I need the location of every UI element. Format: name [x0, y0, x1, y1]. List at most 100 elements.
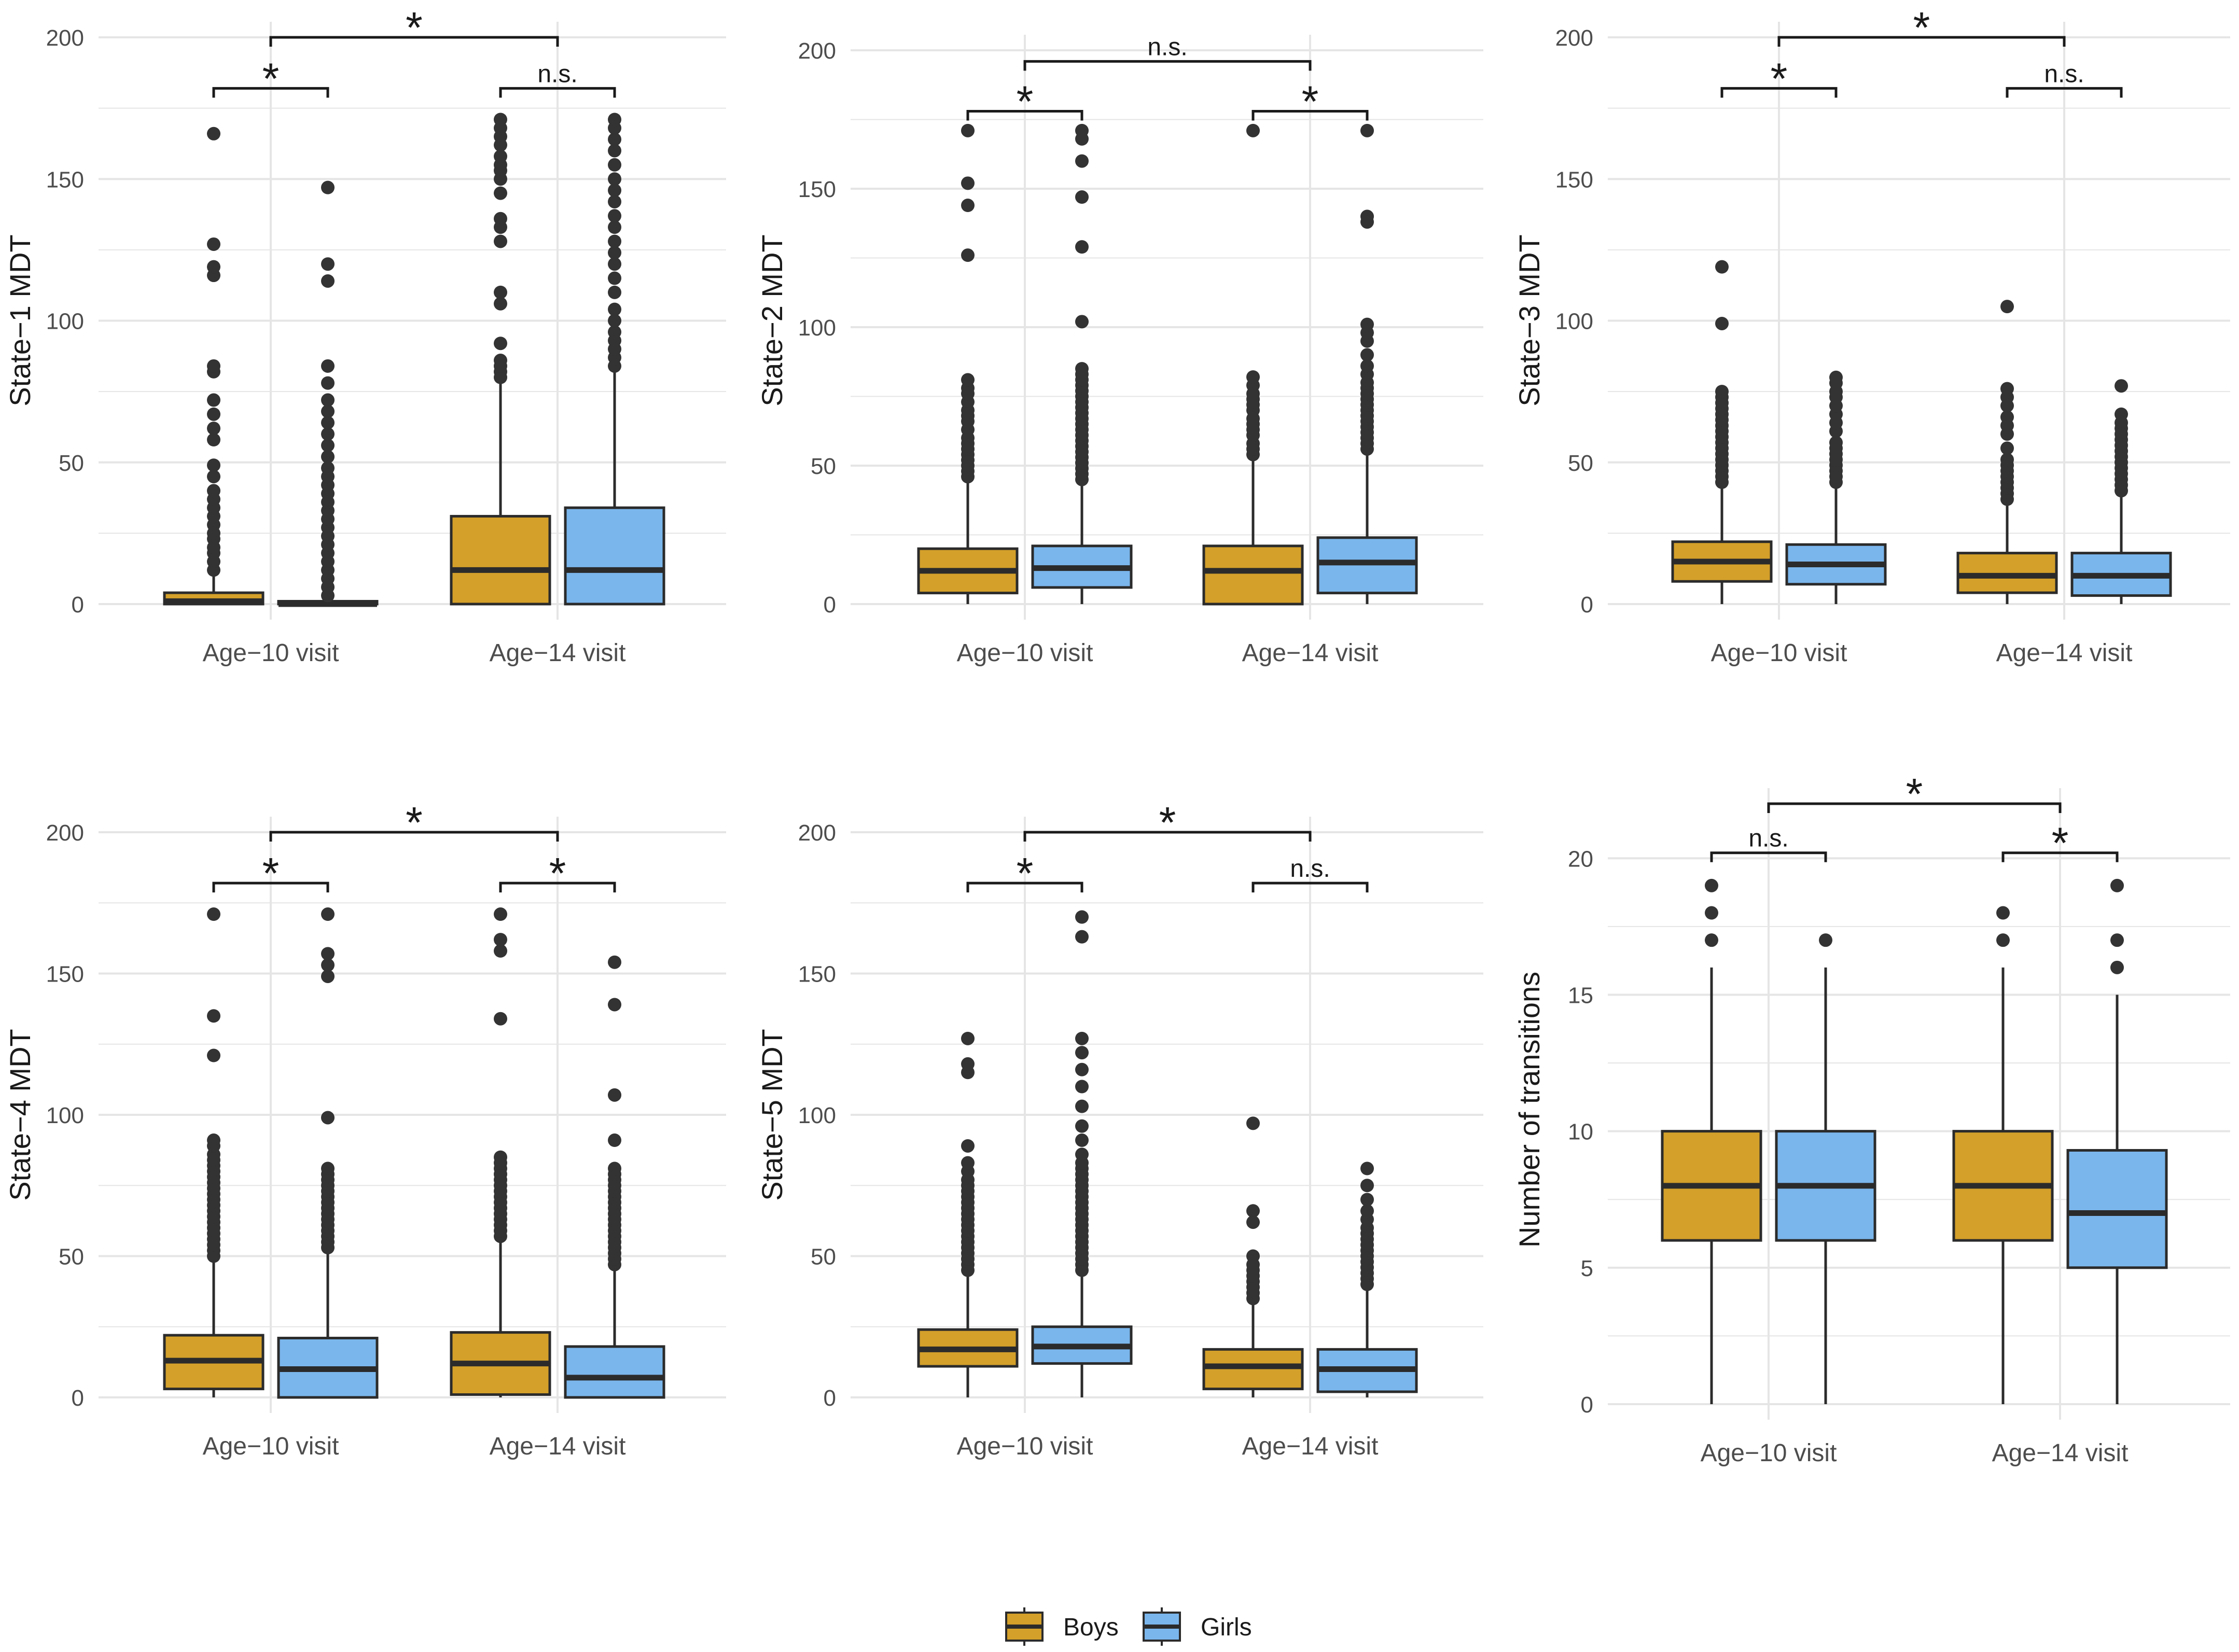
box-girls-1: [277, 180, 379, 607]
box-boys-1: [917, 1031, 1019, 1397]
x-category-label: Age−10 visit: [957, 1433, 1093, 1460]
x-category-label: Age−10 visit: [203, 639, 339, 667]
outlier-point: [2110, 933, 2124, 947]
box-iqr: [2066, 1149, 2168, 1269]
x-category-label: Age−14 visit: [1242, 639, 1379, 667]
outlier-point: [321, 907, 335, 921]
outlier-point: [207, 1009, 220, 1023]
outlier-point: [961, 176, 975, 190]
outlier-point: [207, 433, 220, 447]
outlier-point: [321, 450, 335, 464]
y-tick-label: 0: [72, 592, 84, 618]
outlier-point: [1246, 1249, 1260, 1263]
outlier-point: [608, 132, 621, 146]
outlier-point: [1075, 362, 1089, 376]
outlier-point: [1246, 1204, 1260, 1218]
chart-panel-6: 0 5 10 15 20 Number of transitions Age−10 visi…: [1513, 769, 2230, 1467]
legend-item-girls: Girls: [1143, 1607, 1252, 1646]
outlier-point: [207, 484, 220, 498]
box-boys-1: [163, 127, 265, 606]
y-tick-label: 200: [46, 25, 84, 51]
outlier-point: [2000, 453, 2014, 467]
y-tick-label: 100: [798, 315, 836, 341]
significance-bracket: [269, 36, 559, 47]
outlier-point: [207, 1133, 220, 1147]
significance-bracket: [499, 87, 616, 98]
chart-panel-5: 0 50 100 150 200 State−5 MDT Age−10 visit Age−1…: [756, 798, 1483, 1460]
outlier-point: [961, 1156, 975, 1170]
y-tick-label: 100: [1555, 309, 1593, 334]
y-tick-label: 50: [811, 1244, 836, 1270]
significance-label: *: [1017, 77, 1034, 125]
significance-label: *: [262, 54, 280, 103]
y-tick-label: 100: [46, 1103, 84, 1128]
significance-label: n.s.: [1748, 825, 1788, 852]
outlier-point: [207, 907, 220, 921]
y-axis-title: State−5 MDT: [756, 1029, 788, 1200]
significance-bracket: [1251, 109, 1369, 121]
outlier-point: [321, 1111, 335, 1125]
significance-label: *: [406, 3, 423, 52]
significance-bracket: [966, 109, 1083, 121]
outlier-point: [207, 470, 220, 484]
significance-bracket: [1720, 87, 1838, 98]
significance-bracket: [212, 87, 329, 98]
significance-bracket: [1251, 881, 1369, 893]
outlier-point: [608, 285, 621, 299]
outlier-point: [1246, 370, 1260, 384]
outlier-point: [1075, 190, 1089, 204]
outlier-point: [961, 373, 975, 387]
y-tick-label: 200: [798, 820, 836, 846]
box-girls-2: [2070, 379, 2172, 604]
outlier-point: [608, 1133, 621, 1147]
outlier-point: [1075, 1133, 1089, 1147]
y-tick-label: 0: [72, 1385, 84, 1411]
outlier-point: [1360, 1161, 1374, 1175]
x-category-label: Age−10 visit: [203, 1433, 339, 1460]
outlier-point: [207, 407, 220, 421]
y-tick-label: 100: [46, 309, 84, 334]
y-tick-label: 20: [1568, 846, 1593, 872]
outlier-point: [608, 234, 621, 248]
box-iqr: [564, 1345, 665, 1399]
x-category-label: Age−14 visit: [490, 1433, 626, 1460]
y-axis-title: Number of transitions: [1513, 972, 1546, 1248]
significance-bracket: [1767, 802, 2062, 813]
significance-bracket: [1710, 851, 1827, 862]
outlier-point: [321, 404, 335, 418]
box-iqr: [1202, 544, 1304, 606]
outlier-point: [321, 427, 335, 441]
outlier-point: [207, 127, 220, 141]
significance-bracket: [499, 881, 616, 893]
box-girls-2: [2066, 878, 2168, 1404]
outlier-point: [2115, 379, 2128, 393]
y-axis-title: State−4 MDT: [4, 1029, 36, 1200]
outlier-point: [961, 1057, 975, 1071]
outlier-point: [494, 113, 507, 127]
outlier-point: [961, 1031, 975, 1045]
y-tick-label: 100: [798, 1103, 836, 1128]
y-tick-label: 150: [1555, 167, 1593, 192]
outlier-point: [608, 158, 621, 172]
box-boys-2: [1202, 123, 1304, 606]
y-tick-label: 200: [46, 820, 84, 846]
outlier-point: [321, 969, 335, 983]
outlier-point: [1075, 930, 1089, 944]
significance-label: n.s.: [537, 60, 577, 88]
outlier-point: [207, 260, 220, 274]
outlier-point: [2110, 878, 2124, 892]
outlier-point: [961, 123, 975, 137]
outlier-point: [1360, 1179, 1374, 1193]
outlier-point: [961, 199, 975, 213]
y-tick-label: 50: [1568, 451, 1593, 476]
outlier-point: [494, 1012, 507, 1026]
y-tick-label: 50: [59, 1244, 84, 1270]
legend-label: Girls: [1201, 1614, 1252, 1641]
outlier-point: [1819, 933, 1832, 947]
outlier-point: [1360, 1204, 1374, 1218]
outlier-point: [1246, 1215, 1260, 1229]
legend-label: Boys: [1063, 1614, 1119, 1641]
outlier-point: [1360, 359, 1374, 373]
y-tick-label: 50: [811, 454, 836, 479]
box-girls-1: [277, 907, 379, 1399]
